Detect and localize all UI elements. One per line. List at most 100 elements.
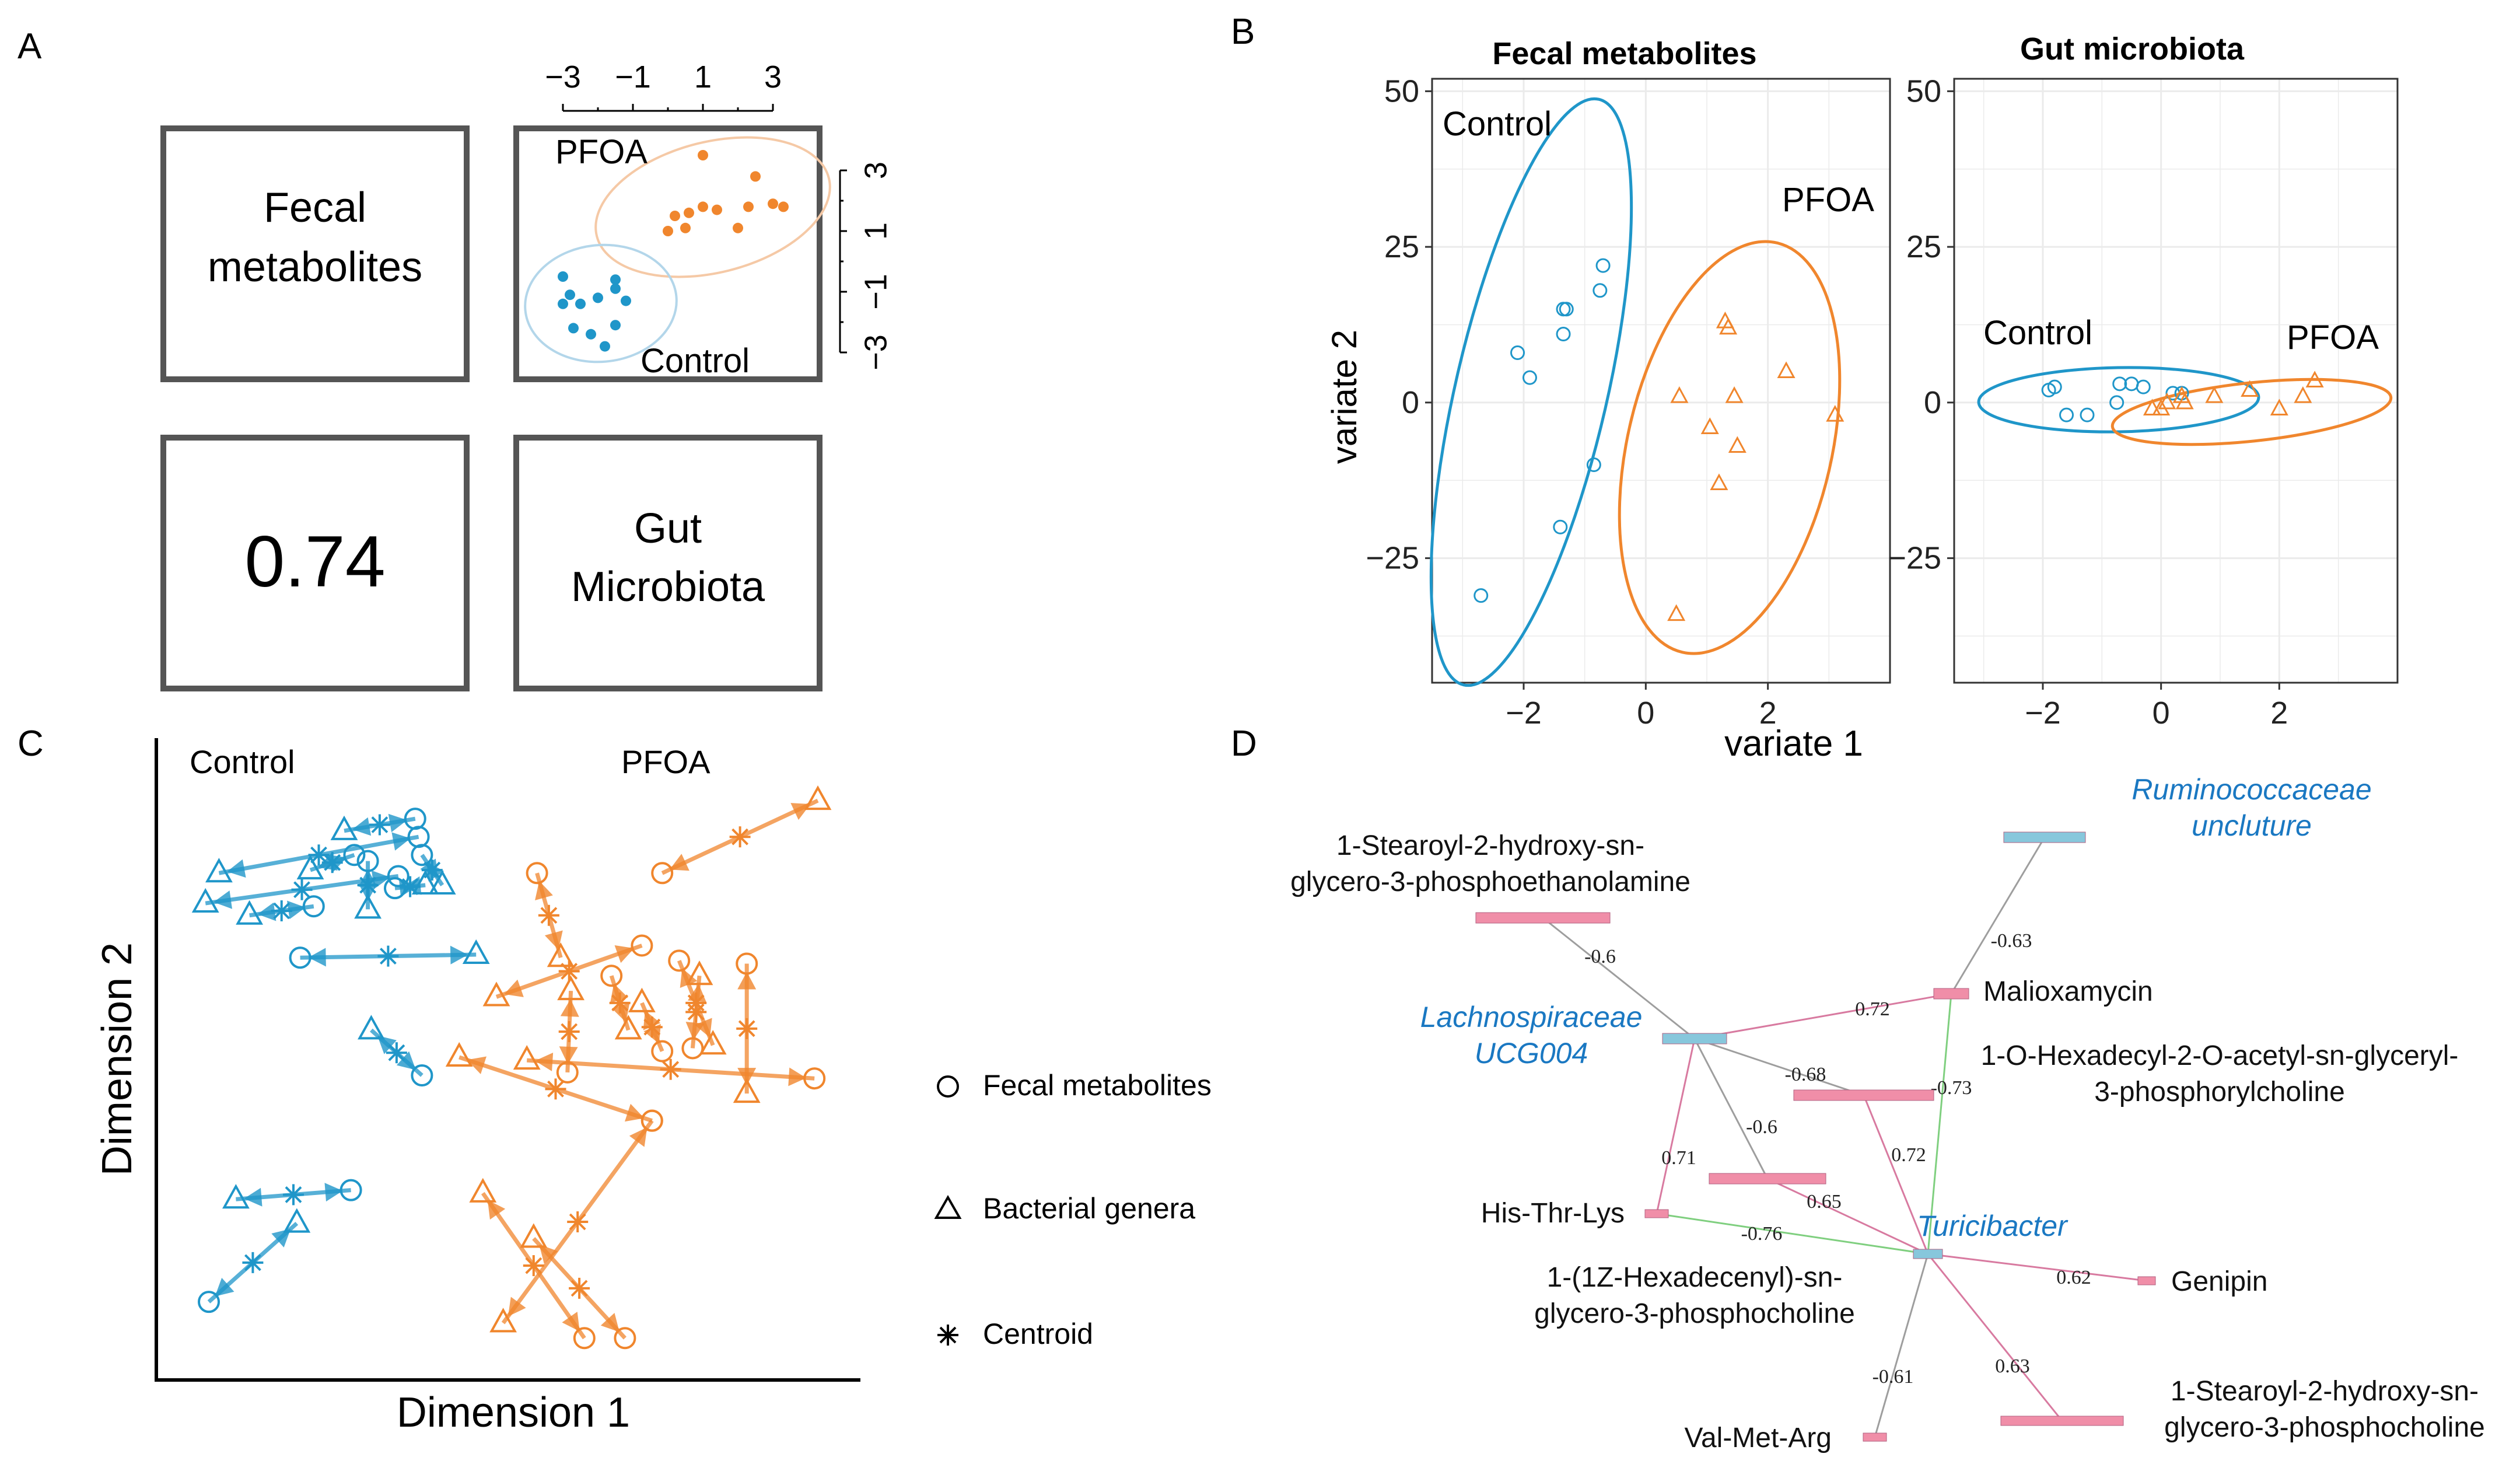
y-tick-label: 0 xyxy=(1402,385,1419,420)
control-genus-point xyxy=(236,900,263,925)
panel-d: D -0.63 -0.6 0.72 -0.68 -0.6 0.71 -0.73 0.72 0.6… xyxy=(1231,724,2485,1453)
edge-stearoyl_pe-lachnospiraceae xyxy=(1542,917,1695,1040)
node-val_met_arg xyxy=(1863,1432,1887,1442)
panel-a-point-pfoa xyxy=(712,204,722,215)
panel-a-point-control xyxy=(610,274,621,285)
x-tick-label: 2 xyxy=(1759,696,1777,731)
x-tick-label: 2 xyxy=(2270,696,2288,731)
pfoa-arrowhead xyxy=(629,1127,648,1147)
control-point xyxy=(2136,379,2151,394)
panel-a: A Fecal metabolites 0.74 Gut Microbiota … xyxy=(18,26,893,691)
panel-a-point-pfoa xyxy=(670,211,680,221)
pfoa-metabolite-point xyxy=(668,949,691,972)
node-label-ruminococcaceae: Ruminococcaceae xyxy=(2132,773,2371,806)
panel-a-ellipses xyxy=(524,136,831,364)
control-arrowhead xyxy=(352,817,372,836)
control-ellipse xyxy=(1977,366,2260,434)
control-arrowhead xyxy=(391,832,411,851)
pfoa-arrowhead xyxy=(535,1052,554,1071)
pfoa-metabolite-point xyxy=(640,1109,663,1132)
control-centroid xyxy=(386,1042,407,1064)
edge-hexadecyl_pc-turicibacter xyxy=(1863,1095,1929,1255)
edge-lachnospiraceae-hexadecyl_pc xyxy=(1694,1037,1864,1096)
control-genus-point xyxy=(191,888,219,913)
pfoa-point xyxy=(1826,405,1845,422)
pfoa-arrowhead xyxy=(790,803,811,820)
y-tick-label: −25 xyxy=(1366,541,1419,576)
control-arrowhead xyxy=(377,1035,397,1054)
panel-a-point-pfoa xyxy=(663,226,673,236)
x-tick-label: −2 xyxy=(2025,696,2061,731)
node-label-stearoyl_pe: 1-Stearoyl-2-hydroxy-sn- xyxy=(1336,830,1644,861)
panel-label-b: B xyxy=(1231,12,1255,52)
panel-label-c: C xyxy=(18,724,44,764)
control-centroid xyxy=(377,945,399,967)
panel-a-point-control xyxy=(593,292,603,303)
pfoa-point xyxy=(1700,417,1719,435)
edge-ruminococcaceae-malioxamycin xyxy=(1950,837,2046,994)
panel-a-axes: −3 −1 1 3 3 1 −1 −3 xyxy=(545,60,893,371)
control-arrowhead xyxy=(215,1277,235,1297)
pfoa-genus-point xyxy=(733,1078,761,1103)
pfoa-point xyxy=(2143,399,2161,416)
pfoa-ellipse xyxy=(2110,378,2393,446)
edge-lachnospiraceae-malioxamycin xyxy=(1694,993,1952,1040)
control-point xyxy=(1474,588,1489,603)
pfoa-metabolite-point xyxy=(573,1327,596,1350)
control-metabolite-point xyxy=(411,1064,433,1087)
panel-b-right-label-pfoa: PFOA xyxy=(2287,319,2379,357)
pfoa-arrowhead xyxy=(544,930,563,950)
control-centroid xyxy=(421,859,443,881)
node-label-lachnospiraceae: Lachnospiraceae xyxy=(1420,1001,1643,1033)
panel-c-legend: Fecal metabolites Bacterial genera Centr… xyxy=(934,1069,1212,1350)
pfoa-genus-point xyxy=(685,960,713,986)
control-point xyxy=(1522,370,1537,385)
panel-a-point-pfoa xyxy=(684,207,694,218)
node-label-val_met_arg: Val-Met-Arg xyxy=(1685,1423,1832,1453)
control-metabolite-point xyxy=(302,895,325,918)
node-malioxamycin xyxy=(1933,988,1969,1000)
pfoa-genus-point xyxy=(557,976,584,1001)
pfoa-ellipse xyxy=(594,136,831,278)
box-gut-label-line2: Microbiota xyxy=(571,564,765,610)
panel-b-right-label-control: Control xyxy=(1983,314,2092,352)
legend-bacterial-genera: Bacterial genera xyxy=(983,1192,1195,1225)
node-ruminococcaceae xyxy=(2003,831,2086,843)
legend-triangle-symbol xyxy=(934,1194,962,1219)
node-lachnospiraceae xyxy=(1662,1033,1727,1044)
pfoa-arrowhead xyxy=(694,1018,712,1038)
pfoa-point xyxy=(1667,604,1686,621)
control-arrowhead xyxy=(450,945,468,965)
panel-a-point-control xyxy=(621,295,631,306)
pfoa-point xyxy=(1670,386,1689,403)
x-tick-label: −2 xyxy=(1506,696,1542,731)
pfoa-genus-point xyxy=(614,1015,642,1040)
control-arrowhead xyxy=(214,890,233,909)
pfoa-point xyxy=(2241,380,2259,397)
control-centroid xyxy=(369,814,390,836)
panel-a-y-tick-label: 3 xyxy=(858,162,893,179)
panel-b-left-label-pfoa: PFOA xyxy=(1782,181,1874,219)
edge-weight-label: 0.63 xyxy=(1995,1355,2030,1377)
edge-weight-label: 0.72 xyxy=(1855,998,1890,1020)
control-centroid xyxy=(321,852,343,873)
pfoa-point xyxy=(2270,399,2288,416)
pfoa-arrowhead xyxy=(562,1312,580,1332)
control-metabolite-point xyxy=(343,844,366,866)
control-genus-point xyxy=(283,1208,311,1233)
pfoa-metabolite-point xyxy=(803,1067,826,1090)
node-label-hexadecyl_pc: 1-O-Hexadecyl-2-O-acetyl-sn-glyceryl- xyxy=(1981,1040,2459,1071)
panel-a-point-control xyxy=(610,320,621,331)
edge-weight-label: -0.73 xyxy=(1931,1077,1972,1099)
control-metabolite-point xyxy=(411,844,433,866)
pfoa-centroid xyxy=(545,1078,566,1100)
pfoa-arrowhead xyxy=(560,999,579,1017)
panel-a-point-control xyxy=(600,341,610,352)
node-genipin xyxy=(2137,1276,2156,1285)
pfoa-metabolite-point xyxy=(631,934,653,957)
control-arrowhead xyxy=(388,813,407,833)
pfoa-point xyxy=(2172,386,2191,403)
control-point xyxy=(1510,345,1525,360)
pfoa-ellipse xyxy=(1618,240,1842,655)
